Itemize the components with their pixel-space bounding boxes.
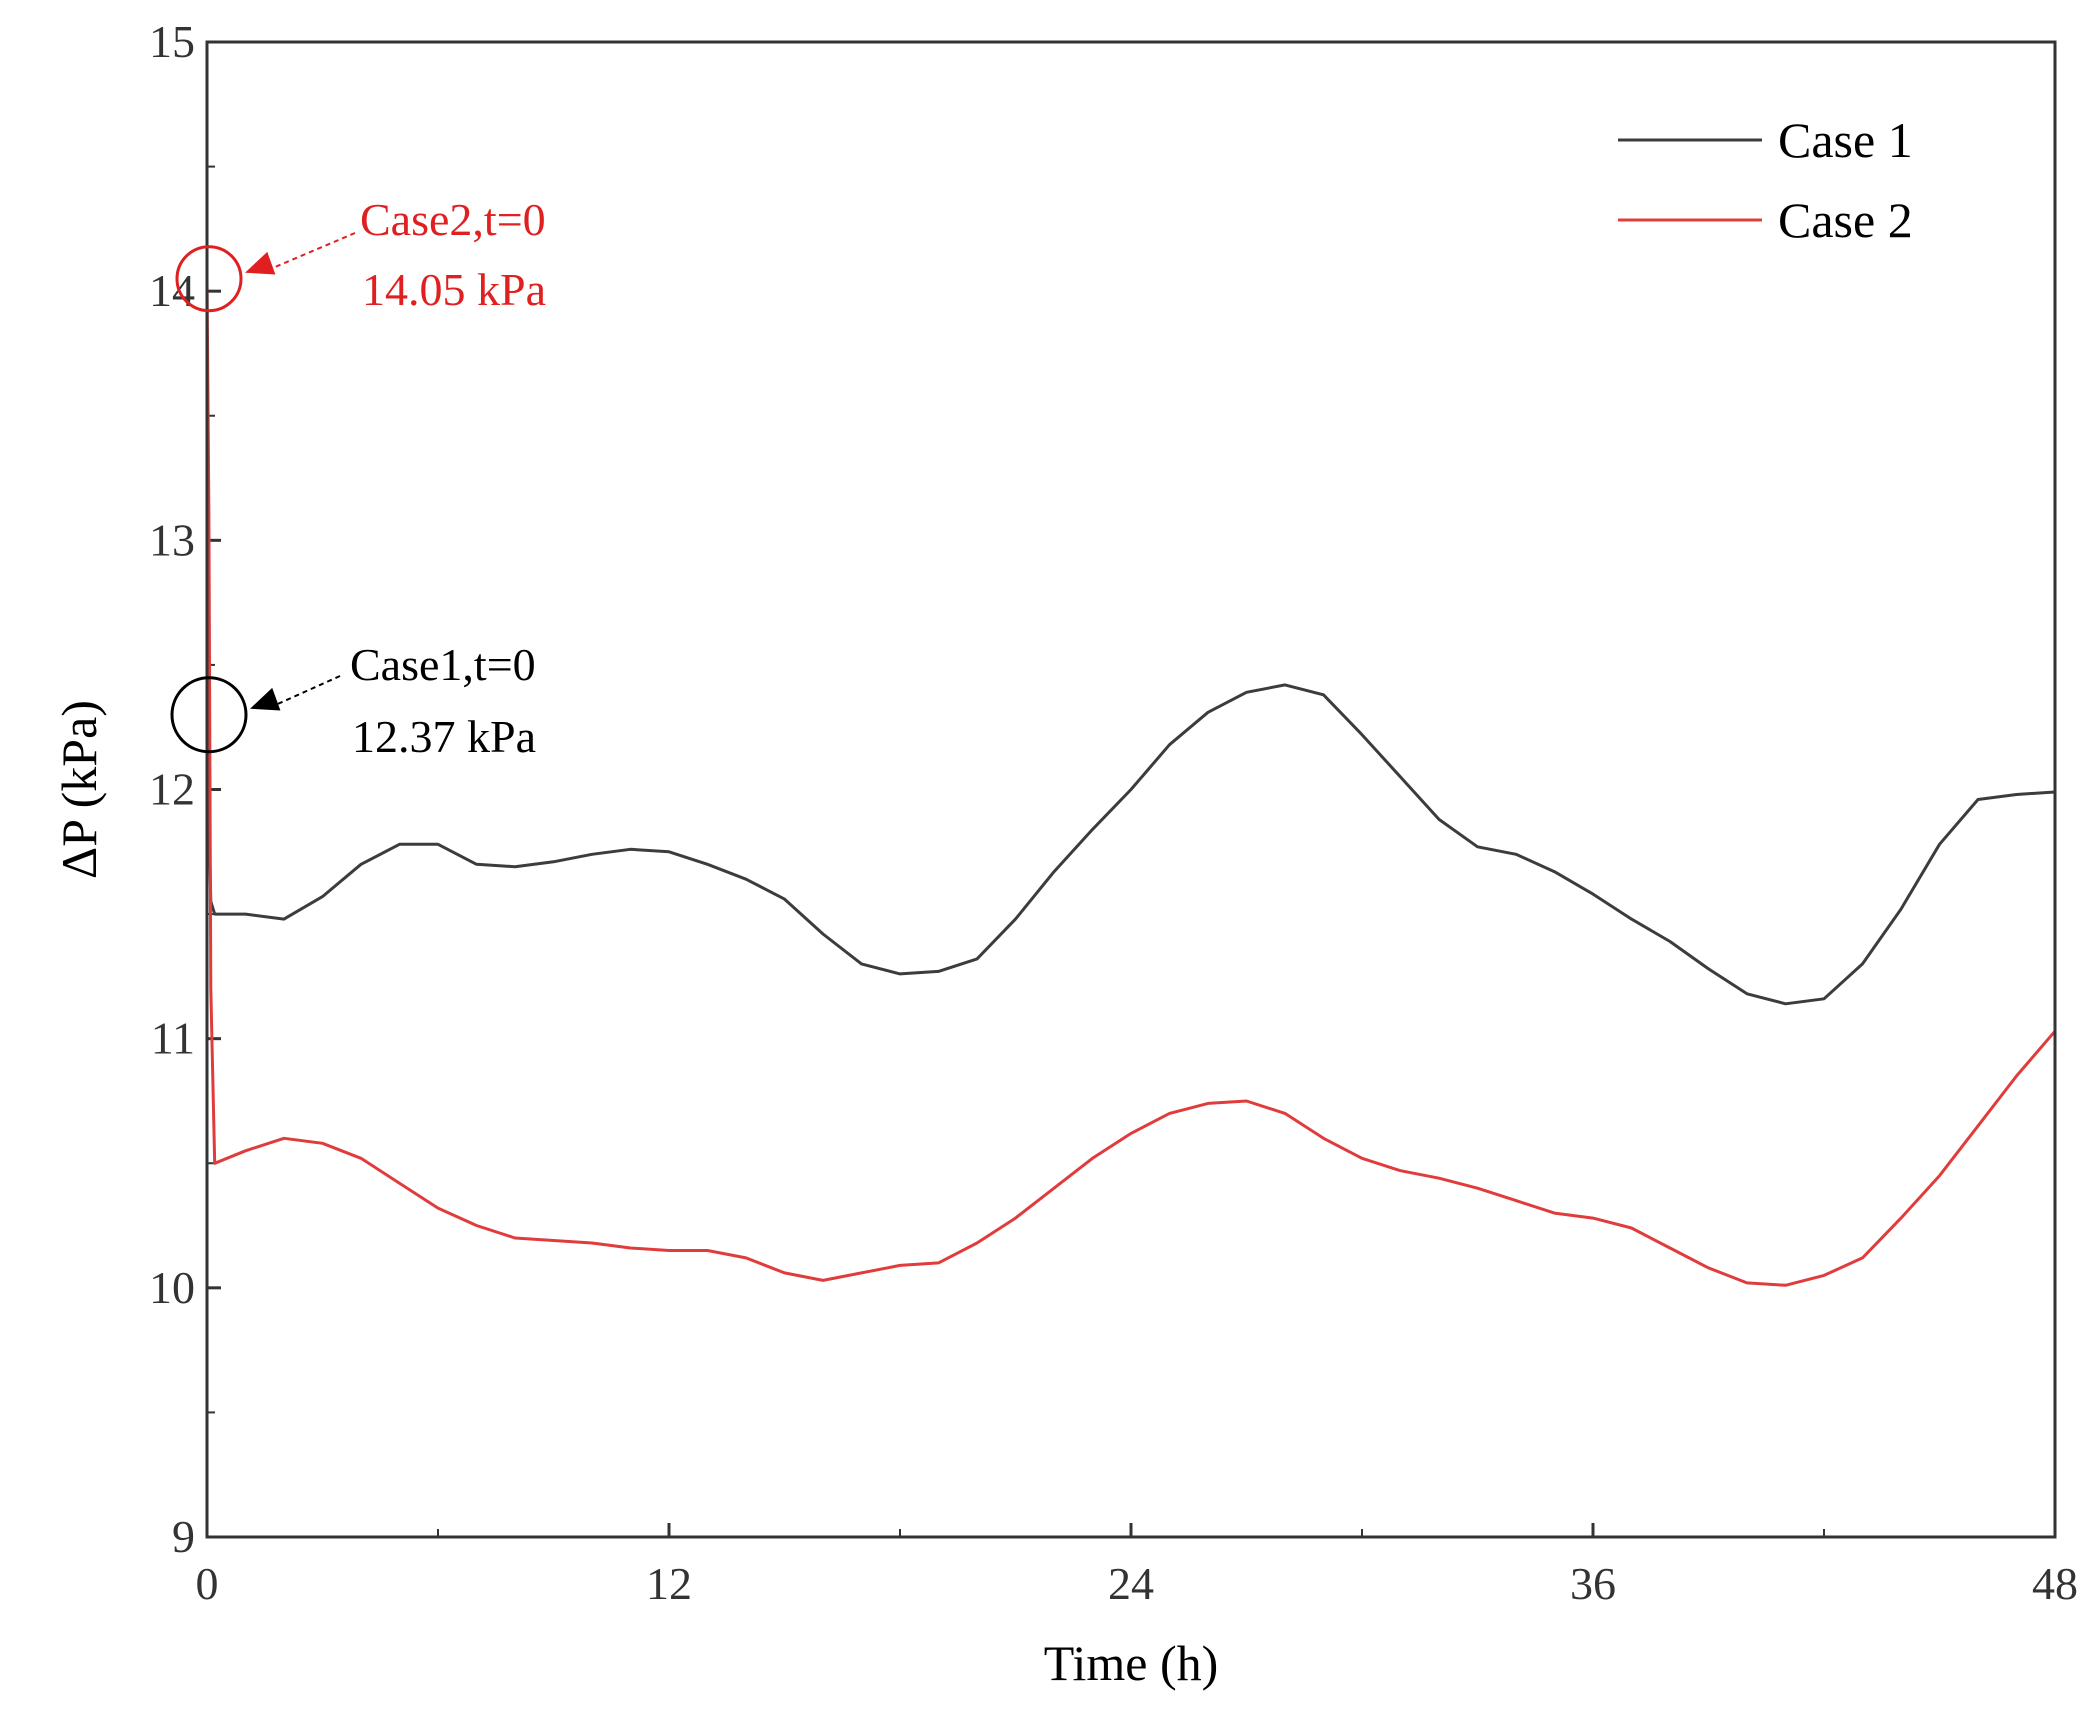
annotation-leader-line — [275, 675, 341, 706]
legend-label: Case 2 — [1778, 192, 1913, 248]
series-line-case-1 — [205, 683, 2056, 1006]
legend-label: Case 1 — [1778, 112, 1913, 168]
y-tick-label: 13 — [149, 514, 195, 565]
x-tick-label: 48 — [2032, 1558, 2078, 1609]
y-tick-label: 9 — [172, 1511, 195, 1562]
x-tick-label: 0 — [196, 1558, 219, 1609]
y-tick-label: 15 — [149, 16, 195, 67]
x-tick-label: 24 — [1108, 1558, 1154, 1609]
annotation-label-line2: 12.37 kPa — [352, 711, 536, 762]
legend: Case 1 Case 2 — [1618, 112, 1913, 248]
annotation-layer: Case2,t=0 14.05 kPa Case1,t=0 12.37 kPa — [170, 194, 546, 762]
annotation-marker-circle — [175, 245, 243, 313]
y-tick-label: 12 — [149, 764, 195, 815]
series-layer — [205, 278, 2057, 1287]
y-tick-label: 14 — [149, 265, 195, 316]
plot-frame — [205, 40, 2057, 1539]
annotation-label-line1: Case1,t=0 — [350, 639, 536, 690]
y-axis-title: ΔP (kPa) — [51, 700, 107, 879]
annotation-arrowhead — [250, 687, 281, 711]
annotation-label-line2: 14.05 kPa — [362, 264, 546, 315]
annotation-leader-line — [270, 232, 356, 270]
annotation-label-line1: Case2,t=0 — [360, 194, 546, 245]
x-axis-title: Time (h) — [1044, 1635, 1219, 1691]
annotation-marker-circle — [170, 676, 248, 754]
series-line-case-2 — [205, 278, 2057, 1287]
y-tick-label: 10 — [149, 1262, 195, 1313]
x-tick-label: 12 — [646, 1558, 692, 1609]
annotation-arrowhead — [245, 251, 276, 275]
y-tick-label: 11 — [151, 1013, 195, 1064]
x-tick-label: 36 — [1570, 1558, 1616, 1609]
